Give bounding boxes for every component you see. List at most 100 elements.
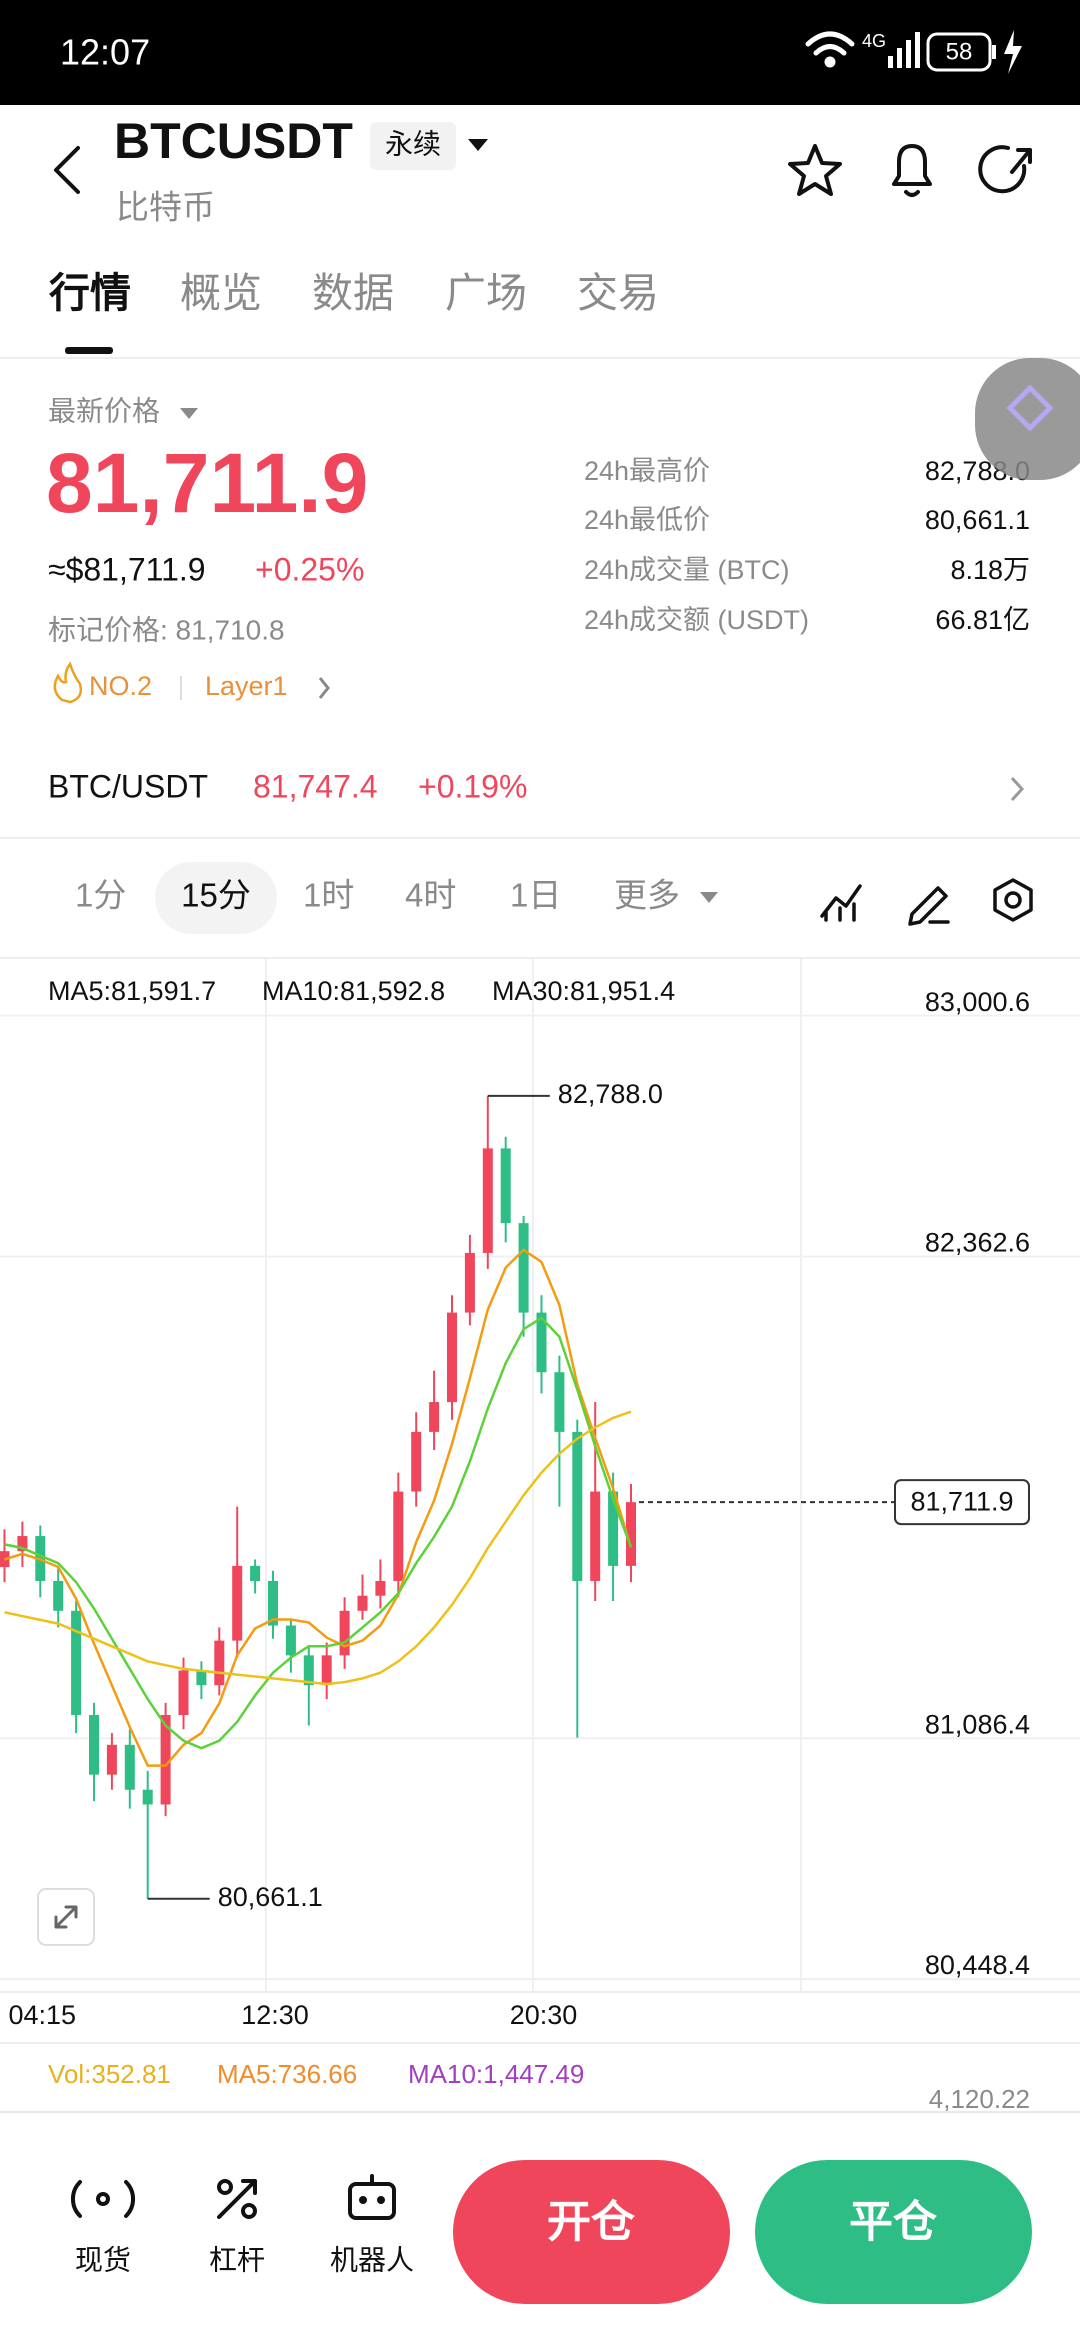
- tab[interactable]: 交易: [577, 270, 659, 316]
- sector-arrow[interactable]: [318, 677, 330, 699]
- contract-dropdown[interactable]: [468, 139, 488, 151]
- stat-label: 24h成交额 (USDT): [584, 605, 809, 635]
- candle-body: [71, 1610, 82, 1715]
- network-type: 4G: [862, 31, 886, 51]
- y-tick-label: 82,362.6: [925, 1228, 1030, 1258]
- interval[interactable]: 1时: [303, 877, 354, 914]
- candle-body: [53, 1580, 64, 1611]
- nav-label[interactable]: 机器人: [330, 2244, 414, 2275]
- tab[interactable]: 概览: [180, 270, 262, 316]
- candle-body: [214, 1640, 225, 1686]
- candle-body: [447, 1312, 457, 1403]
- favorite-button[interactable]: [788, 144, 842, 196]
- stat-label: 24h最低价: [584, 505, 710, 535]
- divider: [0, 837, 1080, 839]
- candle-body: [572, 1431, 583, 1581]
- ma-line: [4, 1316, 633, 1750]
- candle-body: [608, 1491, 619, 1566]
- candle-body: [124, 1744, 135, 1790]
- open-label[interactable]: 开仓: [547, 2198, 636, 2247]
- last-price: 81,711.9: [46, 436, 368, 530]
- interval-selected-bg[interactable]: [155, 862, 277, 934]
- interval[interactable]: 1日: [510, 877, 561, 914]
- candle-body: [321, 1655, 332, 1686]
- volume-ma5: MA5:736.66: [217, 2059, 357, 2089]
- rank-icon: [53, 661, 83, 704]
- interval[interactable]: 更多: [614, 877, 680, 914]
- candle-body: [339, 1610, 350, 1656]
- contract-tag-bg[interactable]: [370, 122, 456, 170]
- charging-icon: [1004, 30, 1022, 74]
- y-tick-label: 80,448.4: [925, 1950, 1030, 1980]
- y-tick-label: 81,086.4: [925, 1709, 1030, 1739]
- rank[interactable]: NO.2: [89, 671, 152, 701]
- candle-body: [590, 1491, 601, 1581]
- legend-entry: MA5:81,591.7: [48, 976, 216, 1006]
- candle-body: [178, 1670, 189, 1715]
- open-button[interactable]: [453, 2160, 730, 2304]
- settings-button[interactable]: [993, 878, 1033, 922]
- nav-label[interactable]: 现货: [75, 2244, 131, 2275]
- divider: [0, 1991, 1080, 1993]
- spot-pair[interactable]: BTC/USDT: [48, 768, 208, 804]
- candle-body: [268, 1580, 278, 1626]
- spot-price[interactable]: 81,747.4: [253, 768, 378, 804]
- battery-tip: [992, 45, 996, 59]
- candle-body: [285, 1625, 296, 1656]
- stat-value: 80,661.1: [925, 505, 1030, 535]
- current-price-label: 81,711.9: [910, 1486, 1013, 1516]
- nav-label[interactable]: 杠杆: [209, 2244, 265, 2275]
- share-button[interactable]: [978, 145, 1032, 194]
- x-tick-label: 12:30: [241, 2000, 309, 2030]
- floating-icon[interactable]: [1006, 384, 1054, 432]
- legend-entry: MA10:81,592.8: [262, 976, 445, 1006]
- leverage-icon[interactable]: [217, 2179, 257, 2219]
- tab-indicator: [65, 347, 113, 354]
- candle-body: [554, 1372, 565, 1432]
- ma-line: [4, 1410, 632, 1686]
- spot-icon[interactable]: [70, 2180, 136, 2218]
- battery-level: 58: [946, 38, 973, 65]
- candle-body: [464, 1252, 475, 1313]
- stat-label: 24h成交量 (BTC): [584, 555, 790, 585]
- draw-button[interactable]: [908, 886, 950, 926]
- price-label-dropdown[interactable]: [180, 408, 198, 419]
- more-dropdown[interactable]: [700, 892, 718, 903]
- price-label[interactable]: 最新价格: [48, 395, 160, 426]
- mark-price: 标记价格: 81,710.8: [48, 614, 285, 645]
- bot-icon[interactable]: [348, 2174, 396, 2220]
- tab[interactable]: 广场: [445, 270, 527, 316]
- candle-body: [250, 1565, 261, 1581]
- candle-body: [160, 1714, 171, 1805]
- back-button[interactable]: [54, 146, 80, 194]
- close-button[interactable]: [755, 2160, 1032, 2304]
- stat-label: 24h最高价: [584, 456, 710, 486]
- candle-body: [429, 1402, 440, 1432]
- tab[interactable]: 数据: [312, 270, 394, 316]
- interval[interactable]: 15分: [181, 877, 251, 914]
- interval[interactable]: 4时: [405, 877, 456, 914]
- spot-change[interactable]: +0.19%: [418, 768, 527, 804]
- close-label[interactable]: 平仓: [849, 2198, 938, 2247]
- separator: [180, 676, 182, 700]
- candle-body: [518, 1223, 529, 1313]
- interval[interactable]: 1分: [75, 877, 126, 914]
- high-marker-label: 82,788.0: [558, 1079, 663, 1109]
- low-marker-label: 80,661.1: [218, 1882, 323, 1912]
- fullscreen-icon[interactable]: [54, 1905, 78, 1929]
- floating-button[interactable]: [975, 358, 1080, 480]
- indicator-button[interactable]: [820, 884, 862, 922]
- candle-body: [106, 1744, 117, 1775]
- candle-body: [196, 1670, 207, 1686]
- x-tick-label: 20:30: [510, 2000, 578, 2030]
- symbol: BTCUSDT: [114, 113, 353, 169]
- stat-value: 8.18万: [950, 555, 1030, 585]
- tab[interactable]: 行情: [49, 270, 131, 316]
- alert-button[interactable]: [892, 144, 932, 197]
- spot-arrow[interactable]: [1010, 776, 1025, 802]
- x-tick-label: 04:15: [9, 2000, 77, 2030]
- sector-tag[interactable]: Layer1: [205, 671, 288, 701]
- divider: [0, 357, 1080, 359]
- contract-tag[interactable]: 永续: [385, 128, 441, 159]
